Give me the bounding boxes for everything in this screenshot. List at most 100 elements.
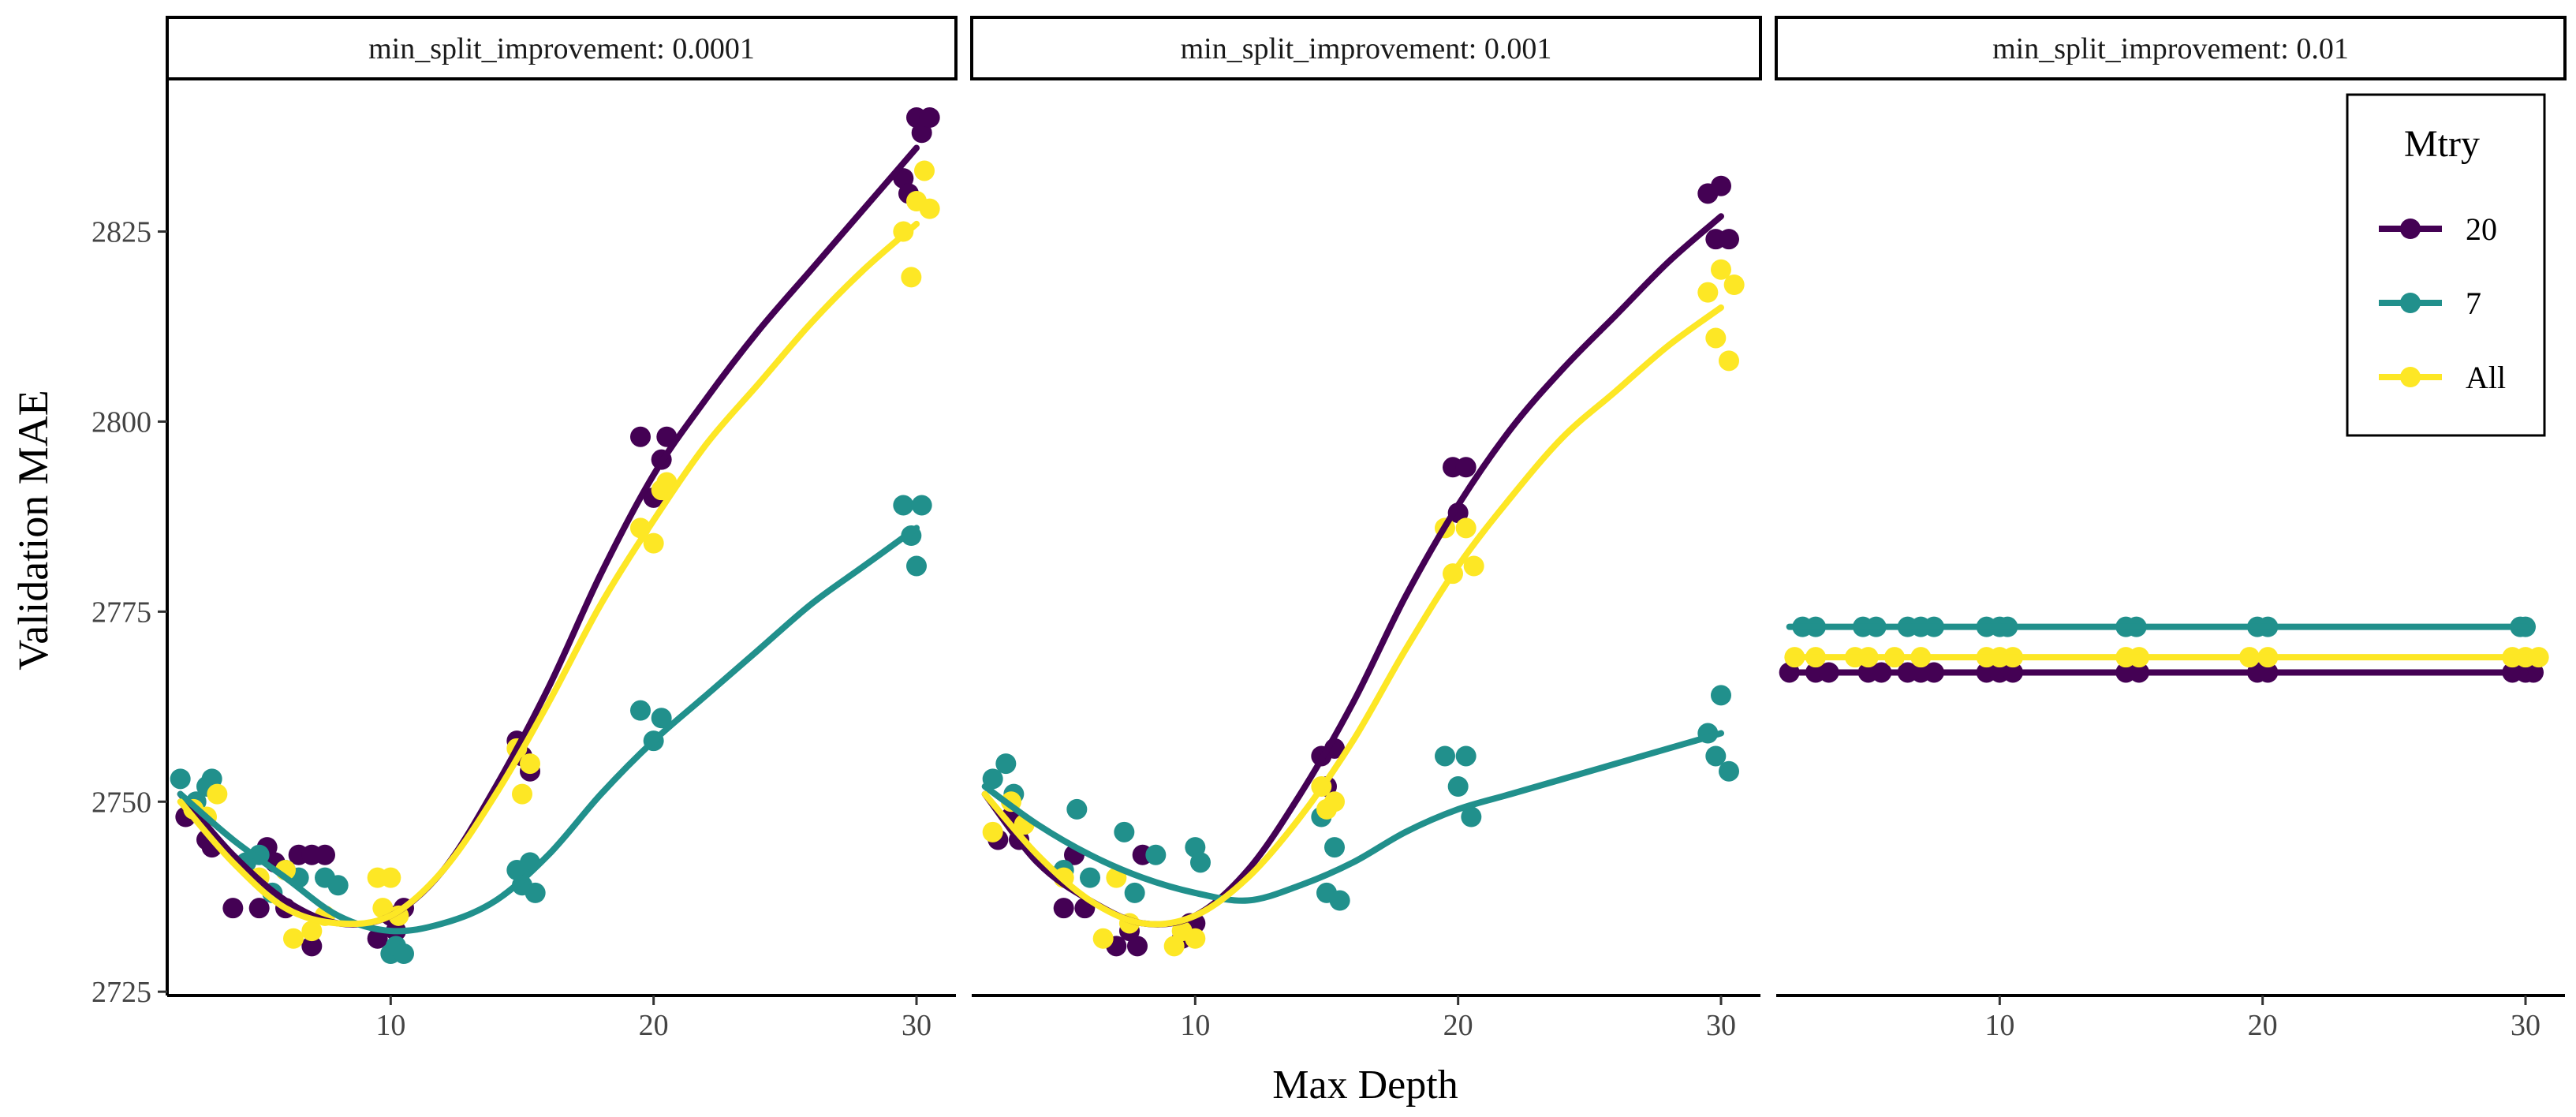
legend-swatch-point [2400, 367, 2421, 387]
legend-label: 20 [2466, 211, 2497, 247]
data-point-all [1723, 275, 1745, 295]
data-point-20 [301, 936, 323, 957]
facet-strip [1775, 16, 2567, 80]
data-point-7 [906, 555, 927, 577]
y-tick-label: 2725 [91, 976, 151, 1009]
data-point-20 [1711, 175, 1731, 196]
data-point-7 [1114, 821, 1135, 842]
y-tick-label: 2800 [91, 405, 151, 439]
facet-title: min_split_improvement: 0.001 [1181, 32, 1552, 65]
data-point-7 [911, 495, 932, 516]
data-point-7 [394, 943, 414, 964]
data-point-all [982, 821, 1003, 842]
y-tick-label: 2775 [91, 596, 151, 629]
data-point-20 [222, 898, 244, 919]
data-point-20 [919, 107, 940, 128]
data-point-all [1705, 327, 1727, 349]
x-tick-label: 10 [375, 1009, 405, 1042]
data-point-all [283, 928, 304, 949]
data-point-20 [1719, 229, 1739, 250]
x-tick-label: 20 [1443, 1009, 1473, 1042]
x-tick-label: 30 [902, 1009, 931, 1042]
data-point-all [1455, 517, 1477, 539]
facet-title: min_split_improvement: 0.01 [1992, 32, 2349, 65]
data-point-20 [367, 928, 388, 949]
data-point-7 [982, 768, 1003, 790]
data-point-all [1697, 282, 1719, 303]
data-point-7 [327, 875, 349, 896]
data-point-7 [525, 882, 546, 903]
smooth-line-all [177, 220, 920, 928]
data-point-all [1092, 928, 1114, 949]
legend-title: Mtry [2404, 123, 2480, 165]
x-tick-label: 10 [1984, 1009, 2014, 1042]
data-point-all [380, 867, 401, 888]
x-tick-label: 30 [2511, 1009, 2541, 1042]
data-point-7 [1124, 882, 1145, 903]
data-point-7 [995, 753, 1017, 775]
y-axis-label: Validation MAE [9, 390, 57, 670]
legend-label: All [2466, 360, 2506, 395]
smooth-line-20 [981, 213, 1724, 928]
data-point-7 [630, 700, 651, 721]
data-point-7 [1066, 798, 1088, 820]
data-point-7 [1719, 760, 1739, 782]
data-point-all [914, 160, 935, 181]
panel-2: min_split_improvement: 0.001 10 20 30 [970, 16, 1762, 1042]
y-tick-label: 2825 [91, 216, 151, 249]
legend-swatch-point [2400, 219, 2421, 239]
data-point-7 [1461, 806, 1482, 827]
smooth-line-all [981, 304, 1724, 928]
data-point-all [919, 198, 940, 219]
smooth-line-20 [177, 144, 920, 928]
facet-strip [970, 16, 1762, 80]
x-tick-label: 10 [1180, 1009, 1210, 1042]
panel-1: min_split_improvement: 0.0001 10 20 30 2725 2… [91, 16, 958, 1042]
data-point-20 [1053, 898, 1074, 919]
data-point-7 [1455, 745, 1477, 767]
legend: Mtry 20 7 All [2346, 93, 2546, 437]
data-point-all [1719, 350, 1739, 372]
data-point-all [2528, 647, 2549, 668]
data-point-20 [248, 898, 270, 919]
data-point-7 [1711, 685, 1731, 706]
data-point-20 [1127, 936, 1148, 957]
data-point-all [901, 267, 922, 288]
data-point-7 [1447, 776, 1469, 797]
data-point-all [643, 532, 664, 554]
legend-swatch-point [2400, 293, 2421, 313]
data-point-all [1324, 791, 1345, 813]
y-tick-label: 2750 [91, 786, 151, 819]
x-tick-label: 30 [1706, 1009, 1736, 1042]
smooth-line-7 [981, 730, 1724, 904]
data-point-7 [170, 768, 191, 790]
data-point-7 [1329, 890, 1350, 911]
data-point-all [1463, 555, 1484, 577]
data-point-20 [315, 844, 335, 865]
data-point-7 [1080, 867, 1100, 888]
legend-label: 7 [2466, 286, 2481, 321]
data-point-all [1711, 259, 1731, 280]
data-point-all [520, 753, 540, 775]
data-point-all [301, 921, 323, 942]
x-tick-label: 20 [639, 1009, 669, 1042]
data-point-all [372, 898, 394, 919]
panel-3: min_split_improvement: 0.01 10 20 30 [1775, 16, 2567, 1042]
data-point-7 [1705, 745, 1727, 767]
smooth-line-7 [177, 525, 920, 935]
data-point-7 [1324, 837, 1345, 858]
data-point-7 [1145, 844, 1167, 865]
x-tick-label: 20 [2248, 1009, 2278, 1042]
data-point-7 [651, 708, 672, 729]
x-axis-label: Max Depth [1272, 1063, 1458, 1108]
data-point-all [207, 783, 228, 805]
data-point-7 [893, 495, 914, 516]
data-point-all [1163, 936, 1185, 957]
data-point-20 [630, 426, 651, 447]
facet-title: min_split_improvement: 0.0001 [368, 32, 755, 65]
data-point-all [512, 783, 532, 805]
facet-strip [166, 16, 958, 80]
data-point-7 [1435, 745, 1455, 767]
data-point-7 [1190, 852, 1211, 873]
